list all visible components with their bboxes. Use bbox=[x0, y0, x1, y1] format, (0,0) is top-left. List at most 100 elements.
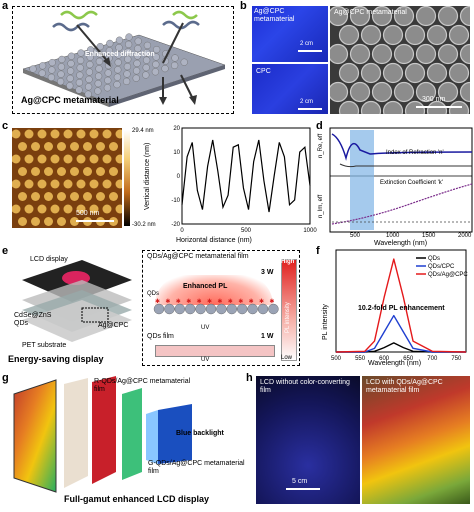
f-plot-frame bbox=[335, 249, 467, 353]
c-xlabel: Horizontal distance (nm) bbox=[176, 237, 252, 244]
svg-text:✱: ✱ bbox=[249, 298, 254, 305]
c-ytick: 10 bbox=[173, 150, 180, 156]
f-xtick: 650 bbox=[403, 356, 414, 362]
right-photo-label: LCD with QDs/Ag@CPC metamaterial film bbox=[366, 379, 443, 394]
f-series-QDs bbox=[336, 342, 466, 353]
pet-label: PET substrate bbox=[22, 342, 67, 349]
f-xtick: 550 bbox=[355, 356, 366, 362]
pl-glow bbox=[155, 275, 273, 305]
panel-letter-c: c bbox=[2, 120, 9, 132]
panel-letter-g: g bbox=[2, 372, 9, 384]
c-ylabel: Vertical distance (nm) bbox=[144, 142, 151, 210]
bar-label: PL intensity bbox=[285, 302, 291, 333]
power-bottom: 1 W bbox=[261, 333, 274, 340]
d-xlabel: Wavelength (nm) bbox=[374, 240, 428, 247]
panel-letter-e: e bbox=[2, 245, 9, 257]
d-xtick: 500 bbox=[350, 233, 361, 239]
scale-bar bbox=[298, 50, 322, 52]
panel-a-frame: Enhanced diffraction Ag@CPC metamaterial bbox=[12, 6, 234, 114]
f-xtick: 600 bbox=[379, 356, 390, 362]
panel-letter-h: h bbox=[246, 372, 253, 384]
f-xtick: 750 bbox=[451, 356, 462, 362]
afm-dots bbox=[12, 129, 122, 226]
c-xtick: 500 bbox=[241, 228, 252, 234]
c-ytick: -20 bbox=[171, 222, 180, 228]
c-xtick: 0 bbox=[180, 228, 184, 234]
c-ytick: 0 bbox=[177, 174, 181, 180]
f-legend-label: QDs/CPC bbox=[428, 264, 455, 270]
d-xtick: 1500 bbox=[422, 233, 436, 239]
d-xtick: 2000 bbox=[458, 233, 472, 239]
panel-letter-b: b bbox=[240, 0, 247, 12]
svg-text:✱: ✱ bbox=[238, 298, 243, 305]
colorbar-max: 29.4 nm bbox=[132, 128, 154, 134]
sem-spheres bbox=[330, 6, 470, 114]
scale-label: 500 nm bbox=[76, 210, 100, 217]
c-xtick: 1000 bbox=[303, 228, 317, 234]
panel-a-caption: Ag@CPC metamaterial bbox=[21, 95, 119, 105]
svg-text:✱: ✱ bbox=[176, 298, 181, 305]
f-xtick: 700 bbox=[427, 356, 438, 362]
pl-spectrum-chart: QDs QDs/CPC QDs/Ag@CPC 10.2-fold PL enhance… bbox=[331, 249, 468, 362]
c-ytick: -10 bbox=[171, 198, 180, 204]
pl-intensity-bar bbox=[281, 259, 297, 361]
film-top-label: QDs/Ag@CPC metamaterial film bbox=[147, 253, 249, 260]
ag-cpc-photo: Ag@CPC metamaterial 2 cm bbox=[252, 6, 328, 62]
d-xticks: 500 1000 1500 2000 bbox=[330, 233, 472, 241]
d-ylabel-top: n_Re, eff bbox=[318, 133, 324, 158]
scale-label: 300 nm bbox=[422, 96, 446, 103]
label-k: Extinction Coefficient 'k' bbox=[380, 180, 443, 186]
metamaterial-diagram bbox=[22, 10, 226, 107]
bar-low: Low bbox=[281, 355, 293, 361]
colorbar bbox=[124, 130, 130, 226]
svg-text:✱: ✱ bbox=[186, 298, 191, 305]
afm-image: 500 nm bbox=[12, 128, 122, 228]
panel-letter-d: d bbox=[316, 120, 323, 132]
qds-label: CdSe@ZnS QDs bbox=[14, 312, 52, 327]
scale-bar bbox=[416, 106, 462, 108]
sem-label: Ag@CPC metamaterial bbox=[334, 9, 407, 16]
lcd-layer-diagram bbox=[13, 376, 192, 493]
panel-letter-a: a bbox=[2, 0, 9, 12]
green-film-label: G-QDs/Ag@CPC metamaterial film bbox=[148, 460, 245, 475]
cpc-photo-label: CPC bbox=[256, 68, 271, 75]
f-series-QDs/Ag@CPC bbox=[335, 258, 467, 353]
lcd-display-label: LCD display bbox=[30, 256, 68, 263]
display-stack-diagram bbox=[22, 260, 132, 342]
panel-e-caption: Energy-saving display bbox=[8, 354, 104, 364]
colorbar-min: -30.2 nm bbox=[132, 222, 156, 228]
svg-text:✱: ✱ bbox=[165, 298, 170, 305]
scale-bar bbox=[76, 220, 114, 222]
svg-text:✱: ✱ bbox=[269, 298, 274, 305]
scale-bar bbox=[286, 488, 320, 490]
d-ylabel-bottom: n_Im, eff bbox=[318, 194, 324, 218]
film-comparison-frame: QDs/Ag@CPC metamaterial film 3 W Enhance… bbox=[142, 250, 300, 366]
sphere-array bbox=[29, 33, 188, 98]
scale-label: 2 cm bbox=[300, 41, 314, 47]
uv-label-1: UV bbox=[201, 325, 210, 331]
svg-text:✱: ✱ bbox=[259, 298, 264, 305]
svg-text:✱: ✱ bbox=[228, 298, 233, 305]
ag-cpc-photo-label: Ag@CPC metamaterial bbox=[254, 8, 295, 23]
power-top: 3 W bbox=[261, 269, 274, 276]
svg-text:✱: ✱ bbox=[197, 298, 202, 305]
f-xlabel: Wavelength (nm) bbox=[368, 360, 422, 367]
sem-image: Ag@CPC metamaterial 300 nm bbox=[330, 6, 470, 114]
c-ytick: 20 bbox=[173, 126, 180, 132]
sphere-row: ✱ ✱ ✱ ✱ ✱ ✱ ✱ ✱ ✱ ✱ ✱ ✱ bbox=[153, 298, 279, 315]
enhanced-pl-label: Enhanced PL bbox=[183, 283, 228, 290]
panel-g-caption: Full-gamut enhanced LCD display bbox=[64, 494, 210, 504]
scale-label: 5 cm bbox=[292, 478, 308, 485]
f-annotation: 10.2-fold PL enhancement bbox=[358, 305, 445, 312]
cpc-photo: CPC 2 cm bbox=[252, 64, 328, 114]
label-n: Index of Refraction 'n' bbox=[386, 150, 444, 156]
bar-high: High bbox=[281, 259, 295, 265]
f-xtick: 500 bbox=[331, 356, 342, 362]
agcpc-label: Ag@CPC bbox=[98, 322, 129, 329]
f-legend-label: QDs/Ag@CPC bbox=[428, 272, 468, 278]
scale-bar bbox=[298, 108, 322, 110]
left-photo-label: LCD without color-converting film bbox=[260, 379, 350, 394]
blue-backlight-label: Blue backlight bbox=[176, 430, 224, 437]
red-film-label: R-QDs/Ag@CPC metamaterial film bbox=[94, 378, 191, 393]
